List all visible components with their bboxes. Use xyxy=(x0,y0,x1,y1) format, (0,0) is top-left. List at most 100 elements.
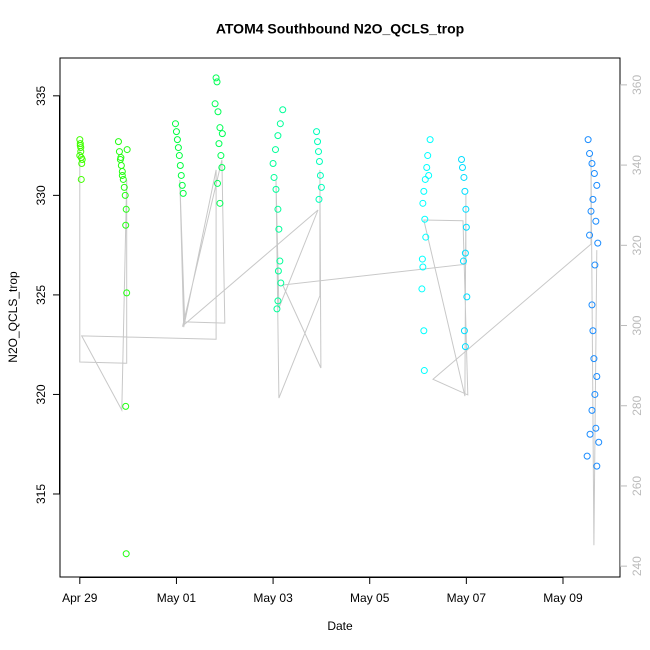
y-tick-label: 315 xyxy=(34,484,48,504)
data-point xyxy=(594,239,602,247)
y-tick-label: 325 xyxy=(34,285,48,305)
data-point xyxy=(274,297,282,305)
data-point xyxy=(460,327,468,335)
x-tick-label: May 03 xyxy=(253,591,293,605)
data-point xyxy=(593,462,601,470)
data-point xyxy=(419,199,427,207)
data-point xyxy=(216,124,224,132)
data-point xyxy=(274,205,282,213)
y-tick-label: 330 xyxy=(34,185,48,205)
data-point xyxy=(123,146,131,154)
data-point xyxy=(583,452,591,460)
plot-frame xyxy=(59,57,621,578)
data-point xyxy=(272,185,280,193)
data-point xyxy=(418,255,426,263)
data-point xyxy=(422,233,430,241)
data-point xyxy=(584,136,592,144)
data-point xyxy=(121,191,129,199)
data-point xyxy=(425,171,433,179)
x-tick-label: Apr 29 xyxy=(62,591,98,605)
y2-tick-label: 340 xyxy=(630,155,644,175)
data-point xyxy=(586,231,594,239)
data-point xyxy=(115,148,123,156)
data-point xyxy=(420,187,428,195)
data-point xyxy=(420,367,428,375)
data-point xyxy=(123,289,131,297)
data-point xyxy=(173,136,181,144)
x-tick-label: May 09 xyxy=(543,591,583,605)
data-line xyxy=(79,149,598,546)
data-point xyxy=(461,343,469,351)
data-point xyxy=(589,327,597,335)
data-point xyxy=(463,293,471,301)
data-point xyxy=(120,183,128,191)
data-point xyxy=(277,279,285,287)
data-point xyxy=(114,138,122,146)
data-point xyxy=(588,406,596,414)
y2-tick-label: 260 xyxy=(630,476,644,496)
x-tick-label: May 07 xyxy=(447,591,487,605)
data-point xyxy=(317,183,325,191)
data-point xyxy=(274,267,282,275)
data-point xyxy=(593,181,601,189)
data-point xyxy=(313,128,321,136)
y-tick-label: 320 xyxy=(34,384,48,404)
data-point xyxy=(461,187,469,195)
y2-tick-label: 360 xyxy=(630,75,644,95)
data-point xyxy=(218,130,226,138)
data-point xyxy=(591,261,599,269)
data-point xyxy=(419,263,427,271)
data-point xyxy=(213,78,221,86)
data-point xyxy=(590,169,598,177)
data-point xyxy=(78,156,86,164)
data-point xyxy=(177,171,185,179)
data-point xyxy=(590,355,598,363)
data-point xyxy=(171,120,179,128)
data-point xyxy=(592,424,600,432)
data-point xyxy=(175,152,183,160)
data-point xyxy=(589,195,597,203)
data-point xyxy=(279,106,287,114)
data-point xyxy=(586,150,594,158)
data-point xyxy=(315,195,323,203)
data-point xyxy=(270,173,278,181)
data-point xyxy=(462,205,470,213)
data-point xyxy=(460,173,468,181)
x-axis-label: Date xyxy=(327,619,353,633)
data-point xyxy=(591,390,599,398)
data-point xyxy=(314,138,322,146)
y2-tick-label: 300 xyxy=(630,315,644,335)
data-point xyxy=(421,215,429,223)
data-point xyxy=(77,175,85,183)
data-point xyxy=(215,140,223,148)
data-point xyxy=(174,144,182,152)
data-point xyxy=(273,305,281,313)
data-point xyxy=(117,162,125,170)
data-point xyxy=(271,146,279,154)
x-tick-label: May 05 xyxy=(350,591,390,605)
data-point xyxy=(122,402,130,410)
data-point xyxy=(179,189,187,197)
data-point xyxy=(458,163,466,171)
data-point xyxy=(269,160,277,168)
data-point xyxy=(424,152,432,160)
y-tick-label: 335 xyxy=(34,85,48,105)
data-point xyxy=(172,128,180,136)
x-tick-label: May 01 xyxy=(157,591,197,605)
data-point xyxy=(122,205,130,213)
data-point xyxy=(78,160,86,168)
data-point xyxy=(118,167,126,175)
data-point xyxy=(458,156,466,164)
data-point xyxy=(423,163,431,171)
data-point xyxy=(176,162,184,170)
data-point xyxy=(211,100,219,108)
data-point xyxy=(117,154,125,162)
y-axis-label: N2O_QCLS_trop xyxy=(6,271,20,363)
data-point xyxy=(426,136,434,144)
y2-tick-label: 280 xyxy=(630,395,644,415)
data-point xyxy=(218,163,226,171)
data-point xyxy=(178,181,186,189)
data-point xyxy=(421,175,429,183)
data-point xyxy=(588,160,596,168)
